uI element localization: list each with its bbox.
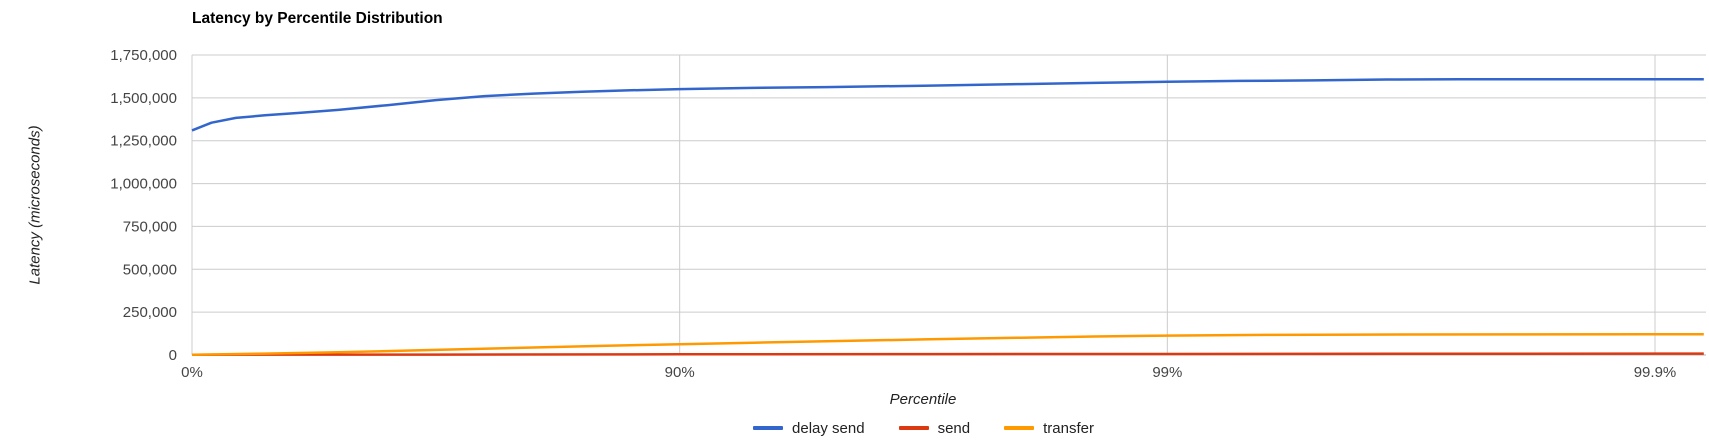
series-line-delay-send bbox=[191, 77, 1704, 132]
x-axis-title: Percentile bbox=[889, 391, 957, 408]
y-tick-label: 500,000 bbox=[123, 261, 177, 278]
y-tick-label: 1,250,000 bbox=[110, 133, 177, 150]
x-tick-label: 99.9% bbox=[1634, 364, 1677, 381]
legend-item-delay-send: delay send bbox=[753, 420, 865, 437]
series-line-send bbox=[191, 352, 1704, 356]
y-tick-label: 1,000,000 bbox=[110, 176, 177, 193]
x-tick-label: 0% bbox=[181, 364, 203, 381]
x-tick-label: 99% bbox=[1152, 364, 1182, 381]
legend: delay send send transfer bbox=[192, 418, 1655, 438]
y-tick-label: 750,000 bbox=[123, 218, 177, 235]
y-tick-label: 250,000 bbox=[123, 304, 177, 321]
transfer-line-swatch-icon bbox=[1004, 426, 1035, 430]
series-line-transfer bbox=[191, 333, 1704, 357]
legend-item-send: send bbox=[898, 419, 971, 437]
legend-item-transfer: transfer bbox=[1004, 420, 1094, 437]
y-tick-label: 0 bbox=[169, 347, 177, 364]
legend-label-send: send bbox=[937, 419, 971, 437]
y-tick-label: 1,500,000 bbox=[110, 90, 177, 107]
send-line-swatch-icon bbox=[898, 426, 929, 430]
chart-title: Latency by Percentile Distribution bbox=[192, 10, 443, 27]
legend-label-transfer: transfer bbox=[1043, 419, 1094, 437]
x-tick-label: 90% bbox=[665, 364, 695, 381]
y-tick-label: 1,750,000 bbox=[110, 47, 177, 64]
legend-label-delay-send: delay send bbox=[792, 419, 865, 437]
delay-send-line-swatch-icon bbox=[753, 426, 784, 430]
